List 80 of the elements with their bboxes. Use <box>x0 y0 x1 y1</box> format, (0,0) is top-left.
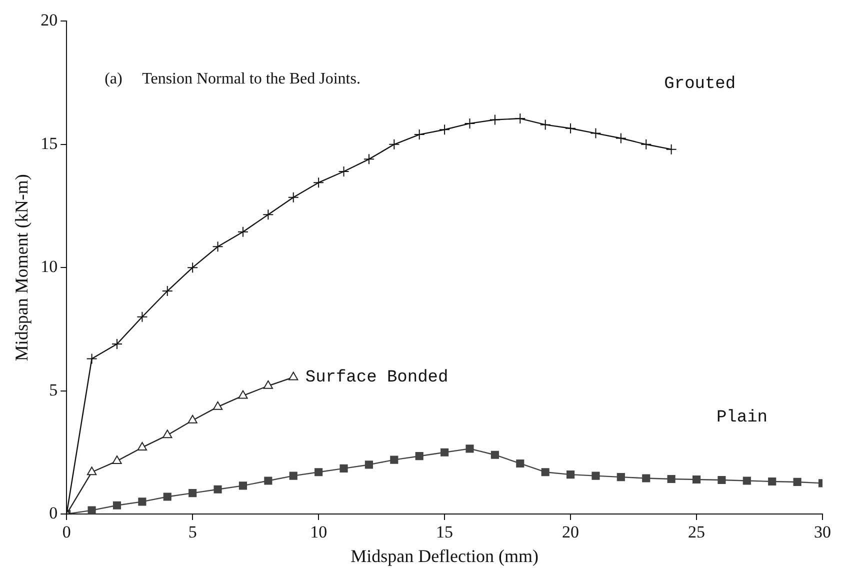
point <box>314 468 323 476</box>
point <box>363 154 374 165</box>
point <box>138 498 146 506</box>
point <box>187 262 198 274</box>
point <box>541 468 550 476</box>
point <box>111 338 122 350</box>
point <box>313 177 324 188</box>
x-axis-title: Midspan Deflection (mm) <box>350 546 539 566</box>
point <box>489 114 500 126</box>
point <box>540 119 551 130</box>
point <box>514 113 526 124</box>
point <box>615 132 626 144</box>
point <box>592 472 600 480</box>
point <box>263 380 274 389</box>
point <box>212 401 223 410</box>
point <box>516 459 524 468</box>
point <box>667 474 676 484</box>
point <box>162 430 172 438</box>
point <box>289 472 298 480</box>
point <box>188 489 197 498</box>
point <box>340 464 348 472</box>
point <box>136 311 148 322</box>
point <box>162 286 173 297</box>
annotation: (a) Tension Normal to the Bed Joints. <box>104 70 360 88</box>
point <box>415 452 424 460</box>
point <box>88 506 96 514</box>
point <box>464 118 476 129</box>
point <box>214 485 222 494</box>
point <box>238 390 248 399</box>
y-tick-label: 10 <box>40 257 58 276</box>
x-tick-label: 15 <box>436 522 454 542</box>
point <box>86 466 97 476</box>
point <box>238 482 248 490</box>
point <box>262 209 274 220</box>
point <box>288 372 298 380</box>
point <box>768 477 776 486</box>
point <box>388 138 400 150</box>
point <box>565 122 576 134</box>
y-axis-title: Midspan Moment (kN-m) <box>12 174 32 362</box>
point <box>692 475 701 484</box>
point <box>793 478 802 486</box>
point <box>86 353 98 364</box>
point <box>490 450 499 459</box>
text: Grouted <box>664 74 736 94</box>
point <box>364 460 373 469</box>
point <box>264 476 272 485</box>
x-tick-label: 10 <box>310 522 328 542</box>
x-tick-label: 5 <box>188 522 197 542</box>
point <box>338 166 350 178</box>
y-tick-label: 5 <box>49 380 58 400</box>
x-tick-label: 0 <box>62 522 71 542</box>
point <box>642 474 650 482</box>
point <box>112 456 122 464</box>
x-tick-label: 25 <box>688 522 706 542</box>
point <box>616 473 625 482</box>
point <box>288 192 299 203</box>
point <box>163 492 172 501</box>
point <box>440 448 449 456</box>
point <box>414 129 425 140</box>
point <box>590 128 602 139</box>
x-tick-label: 30 <box>814 522 831 542</box>
point <box>188 414 198 424</box>
point <box>212 241 224 252</box>
point <box>742 476 751 485</box>
point <box>640 138 652 150</box>
series-label: Surface Bonded <box>305 368 448 388</box>
point <box>718 476 726 484</box>
point <box>466 444 474 453</box>
point <box>566 470 575 479</box>
point <box>112 501 122 510</box>
point <box>439 124 450 136</box>
x-tick-label: 20 <box>562 522 580 542</box>
y-tick-label: 20 <box>40 10 58 30</box>
y-tick-label: 15 <box>40 134 58 153</box>
y-tick-label: 0 <box>49 503 58 522</box>
point <box>390 456 398 464</box>
point <box>666 144 677 155</box>
point <box>137 442 148 450</box>
text: Plain <box>716 408 768 428</box>
point <box>237 226 248 238</box>
